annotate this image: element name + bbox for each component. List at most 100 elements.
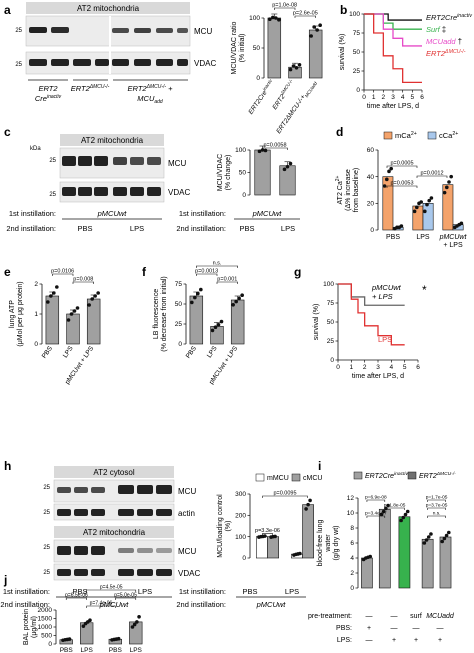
significance-bracket: [86, 605, 116, 608]
p-value-label: p=1.8e-05: [384, 503, 406, 509]
y-tick-label: 0: [356, 87, 360, 94]
data-point: [382, 184, 387, 188]
y-tick-label: 10: [347, 510, 355, 517]
data-point: [403, 512, 408, 517]
p-value-label: p=3.4e-07: [365, 511, 387, 517]
data-point: [288, 67, 293, 72]
data-point: [387, 169, 391, 174]
blot-title: AT2 mitochondria: [77, 4, 140, 13]
data-point: [401, 515, 406, 520]
y-axis-label: (g/g dry wt): [333, 525, 340, 560]
data-point: [199, 287, 203, 292]
significance-bracket: [216, 281, 238, 284]
x-tick-label: LPS: [81, 647, 94, 653]
instillation-label: 1st instillation:: [3, 587, 50, 596]
legend-entry: Surf ‡: [426, 25, 446, 34]
data-point: [389, 166, 394, 171]
cell: +: [438, 637, 442, 644]
blot-band: [156, 28, 173, 33]
instillation-value: PBS: [72, 587, 87, 596]
data-point: [132, 622, 137, 627]
blot-band: [112, 59, 129, 66]
panel-letter-d: d: [336, 125, 343, 139]
kda-label: kDa: [30, 146, 41, 152]
blot-band: [74, 569, 88, 576]
y-tick-label: 100: [235, 534, 246, 541]
y-axis-label: AT2 Ca2+: [335, 175, 344, 204]
data-point: [423, 209, 427, 214]
p-value-label: p=6.9e-08: [365, 495, 387, 501]
data-point: [449, 174, 454, 179]
instillation-value: pMCUwt: [252, 209, 283, 218]
legend-entry: ERT2Creinactiv*: [426, 11, 474, 23]
bar: [439, 536, 452, 589]
group-label: Creinactiv: [35, 94, 62, 103]
data-point: [271, 15, 275, 20]
data-point: [415, 205, 419, 210]
data-point: [234, 299, 238, 304]
panel-letter-h: h: [4, 459, 11, 473]
p-value-label: p=3.3e-06: [255, 528, 280, 534]
row-label: PBS:: [336, 625, 352, 632]
band-label-vdac: VDAC: [168, 188, 190, 197]
data-point: [429, 532, 433, 536]
bar: [254, 149, 271, 196]
instillation-value: PBS: [242, 587, 257, 596]
significance-bracket: [72, 281, 94, 284]
band-label-mcu: MCU: [168, 159, 186, 168]
data-point: [257, 149, 262, 154]
y-tick-label: 6: [350, 540, 354, 547]
x-tick-label: 4: [390, 364, 394, 371]
blot-band: [156, 569, 172, 576]
y-tick-label: 0: [350, 585, 354, 592]
instillation-value: pMCUwt: [256, 600, 287, 609]
data-point: [137, 615, 141, 619]
significance-bracket: [427, 507, 446, 510]
blot-band: [29, 59, 47, 66]
p-value-label: p=1.7e-05: [426, 495, 448, 501]
group-label: ERT2ΔMCU-/- +: [128, 84, 174, 93]
y-axis-label: survival (%): [313, 304, 320, 341]
blot-band: [137, 569, 153, 576]
instillation-label: 2nd instillation:: [176, 600, 226, 609]
bar: [302, 504, 314, 559]
significance-marker: *: [422, 283, 427, 297]
chart-a-bar: 0 50 100 MCU/VDAC ratio (% initial) p=1.0e-08…: [231, 3, 323, 135]
row-label: pre-treatment:: [308, 613, 352, 620]
significance-bracket: [274, 7, 296, 10]
panel-h: h AT2 cytosol 25 25 MCU actin AT2 mitoch…: [0, 459, 306, 609]
legend-swatch: [255, 473, 265, 482]
significance-bracket: [416, 175, 448, 178]
cell: —: [391, 613, 398, 620]
data-point: [46, 300, 50, 304]
y-axis-label: LB fluorescence: [153, 289, 160, 339]
p-value-label: p=0.0106: [51, 269, 74, 275]
bar: [421, 538, 434, 589]
data-point: [66, 318, 71, 322]
panel-letter-c: c: [4, 125, 11, 139]
blot-membrane-mcu: [59, 147, 165, 179]
blot-band: [118, 485, 134, 494]
blot-band: [113, 187, 127, 196]
blot-membrane-mcu: [53, 539, 175, 563]
y-tick-label: 50: [353, 49, 361, 56]
significance-bracket: [65, 597, 87, 600]
y-tick-label: 4: [350, 555, 354, 562]
y-tick-label: 1000: [38, 624, 53, 631]
blot-band: [156, 59, 173, 66]
x-tick-label: pMCUwt: [439, 234, 468, 241]
instillation-value: pMCUwt: [97, 209, 128, 218]
data-point: [210, 328, 215, 333]
panel-letter-j: j: [3, 573, 7, 587]
blot-band: [78, 187, 92, 196]
legend-entry: mCa2+: [395, 131, 417, 140]
cell: —: [437, 625, 444, 632]
x-axis-label: time after LPS, d: [352, 373, 404, 380]
instillation-label: 1st instillation:: [9, 209, 56, 218]
blot-title: AT2 cytosol: [93, 468, 134, 477]
instillation-label: 2nd instillation:: [6, 224, 56, 233]
series-line: [338, 283, 405, 346]
instillation-value: pMCUwt: [99, 600, 130, 609]
x-tick-label: 1: [350, 364, 354, 371]
